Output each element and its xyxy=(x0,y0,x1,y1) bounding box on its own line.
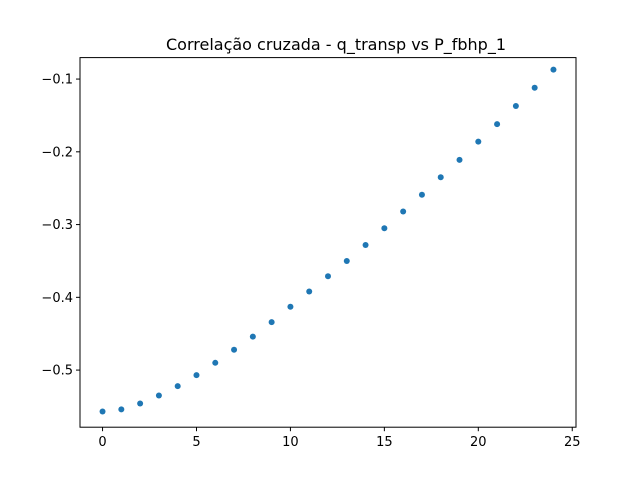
data-point xyxy=(362,241,369,248)
data-point xyxy=(306,288,313,295)
y-tick-label: −0.3 xyxy=(41,218,73,233)
x-tick-label: 25 xyxy=(564,435,581,450)
plot-frame xyxy=(79,57,577,428)
data-points xyxy=(99,66,557,415)
data-point xyxy=(193,372,200,379)
y-tick-label: −0.1 xyxy=(41,73,73,88)
x-tick-label: 20 xyxy=(470,435,487,450)
y-axis: −0.5 −0.4 −0.3 −0.2 −0.1 xyxy=(41,73,80,379)
data-point xyxy=(249,333,256,340)
x-tick-label: 10 xyxy=(282,435,299,450)
y-tick-label: −0.5 xyxy=(41,364,73,379)
data-point xyxy=(325,273,331,280)
y-tick-label: −0.4 xyxy=(41,291,73,306)
data-point xyxy=(400,208,407,215)
data-point xyxy=(118,406,125,413)
x-tick-label: 15 xyxy=(376,435,393,450)
x-tick-label: 5 xyxy=(192,435,200,450)
y-tick-label: −0.2 xyxy=(41,145,73,160)
data-point xyxy=(212,359,219,366)
data-point xyxy=(475,138,482,145)
data-point xyxy=(155,392,162,399)
data-point xyxy=(99,408,106,415)
data-point xyxy=(550,66,557,73)
x-tick-label: 0 xyxy=(98,435,106,450)
data-point xyxy=(512,102,519,109)
data-point xyxy=(494,121,501,128)
data-point xyxy=(174,383,181,390)
data-point xyxy=(456,156,463,163)
data-point xyxy=(381,225,388,232)
data-point xyxy=(231,346,238,353)
data-point xyxy=(287,303,294,310)
data-point xyxy=(343,257,350,264)
data-point xyxy=(268,319,275,326)
chart-title: Correlação cruzada - q_transp vs P_fbhp_… xyxy=(166,35,506,55)
x-axis: 0 5 10 15 20 25 xyxy=(98,427,581,450)
data-point xyxy=(531,84,538,91)
data-point xyxy=(418,191,425,198)
data-point xyxy=(437,174,444,181)
data-point xyxy=(137,400,144,407)
